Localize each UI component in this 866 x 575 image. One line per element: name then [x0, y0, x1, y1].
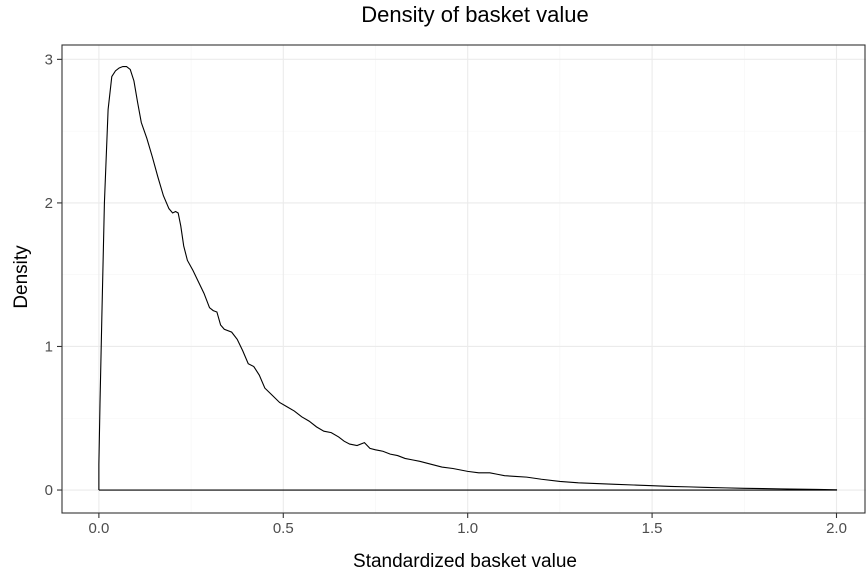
x-tick-label: 0.0	[88, 520, 109, 537]
x-tick-label: 1.0	[457, 520, 478, 537]
panel-border	[61, 44, 866, 514]
y-tick-label: 1	[45, 338, 53, 355]
plot-area	[98, 65, 838, 491]
y-tick-label: 3	[45, 51, 53, 68]
x-tick-label: 2.0	[826, 520, 847, 537]
x-axis-title: Standardized basket value	[353, 551, 577, 572]
axes: 0.0 0.5 1.0 1.5 2.0 0 1 2 3	[45, 51, 847, 537]
grid-lines	[62, 45, 866, 513]
y-tick-label: 0	[45, 482, 53, 499]
x-tick-label: 0.5	[273, 520, 294, 537]
y-axis-title: Density	[11, 245, 32, 309]
chart-title: Density of basket value	[361, 2, 588, 27]
y-tick-label: 2	[45, 195, 53, 212]
x-tick-label: 1.5	[642, 520, 663, 537]
density-curve	[98, 65, 838, 491]
